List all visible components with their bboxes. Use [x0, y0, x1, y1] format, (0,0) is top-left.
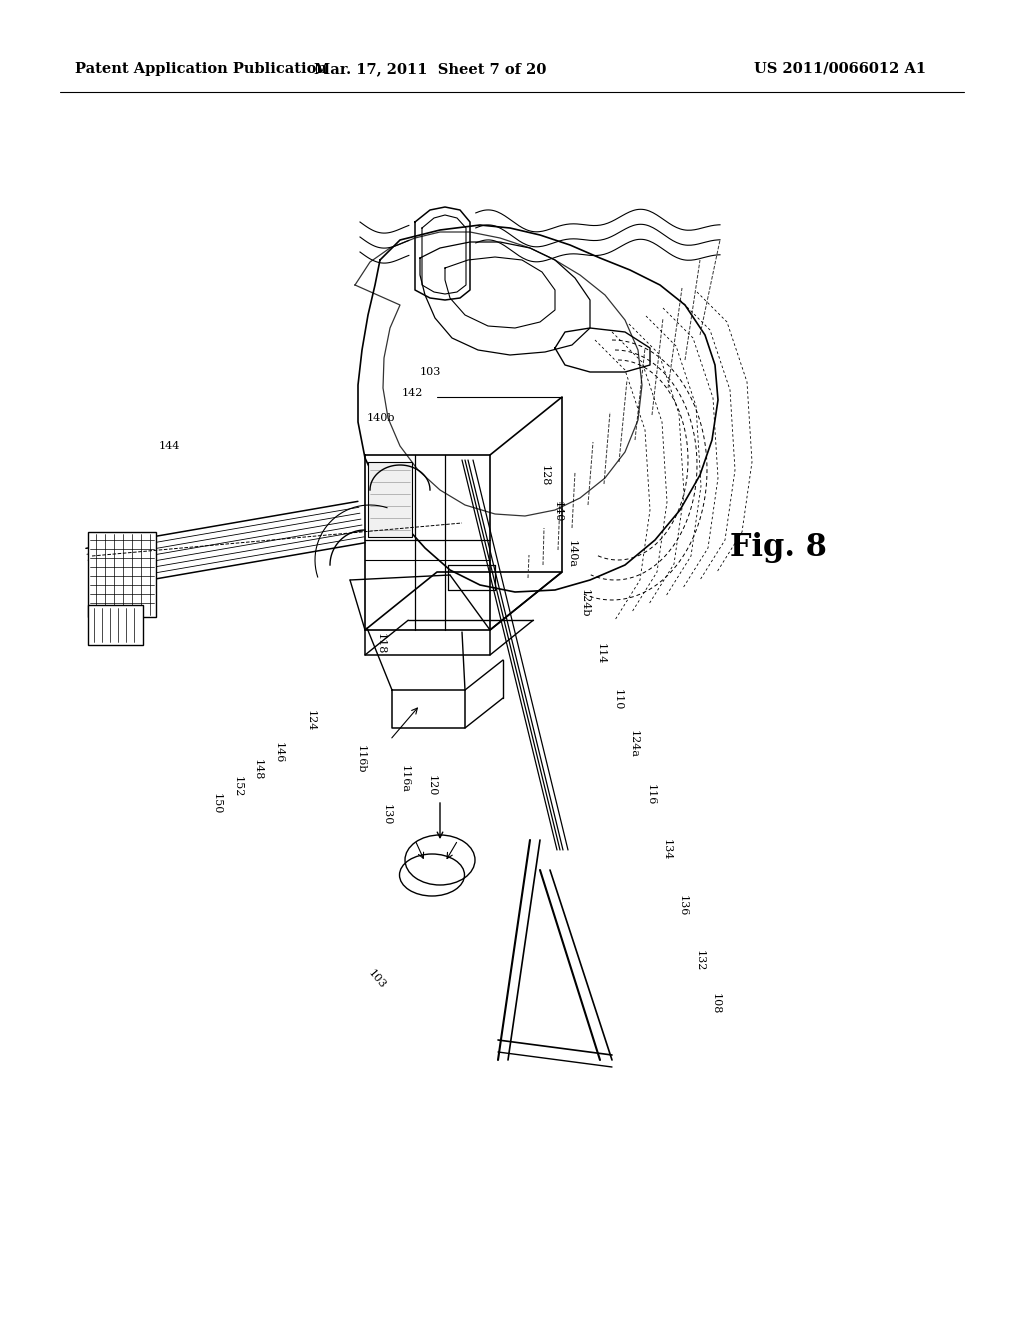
Text: 120: 120: [427, 775, 437, 796]
Text: 132: 132: [694, 950, 705, 972]
Text: 140a: 140a: [566, 540, 577, 569]
Text: US 2011/0066012 A1: US 2011/0066012 A1: [754, 62, 926, 77]
Text: 108: 108: [711, 993, 721, 1014]
Text: 118: 118: [376, 634, 386, 655]
Polygon shape: [88, 532, 156, 616]
Text: Patent Application Publication: Patent Application Publication: [75, 62, 327, 77]
Text: 103: 103: [367, 968, 387, 991]
Polygon shape: [88, 605, 143, 645]
Text: Fig. 8: Fig. 8: [730, 532, 826, 564]
Text: 136: 136: [678, 895, 688, 916]
Text: 116b: 116b: [355, 744, 366, 774]
Text: 150: 150: [212, 793, 222, 814]
Text: 124b: 124b: [580, 589, 590, 618]
Text: 148: 148: [253, 759, 263, 780]
Text: 110: 110: [612, 689, 623, 710]
Text: 152: 152: [232, 776, 243, 797]
Text: 128: 128: [540, 465, 550, 486]
Text: 114: 114: [596, 643, 606, 664]
Text: 134: 134: [662, 840, 672, 861]
Text: 146: 146: [273, 742, 284, 763]
Text: 124: 124: [305, 710, 315, 731]
Text: 124a: 124a: [629, 730, 639, 759]
Text: 140: 140: [553, 502, 563, 523]
Text: Mar. 17, 2011  Sheet 7 of 20: Mar. 17, 2011 Sheet 7 of 20: [313, 62, 546, 77]
Text: 144: 144: [159, 441, 179, 451]
Text: 116: 116: [645, 784, 655, 805]
Polygon shape: [368, 462, 412, 537]
Text: 103: 103: [420, 367, 440, 378]
Text: 116a: 116a: [399, 764, 410, 793]
Text: 140b: 140b: [367, 413, 395, 424]
Text: 130: 130: [382, 804, 392, 825]
Text: 142: 142: [402, 388, 423, 399]
